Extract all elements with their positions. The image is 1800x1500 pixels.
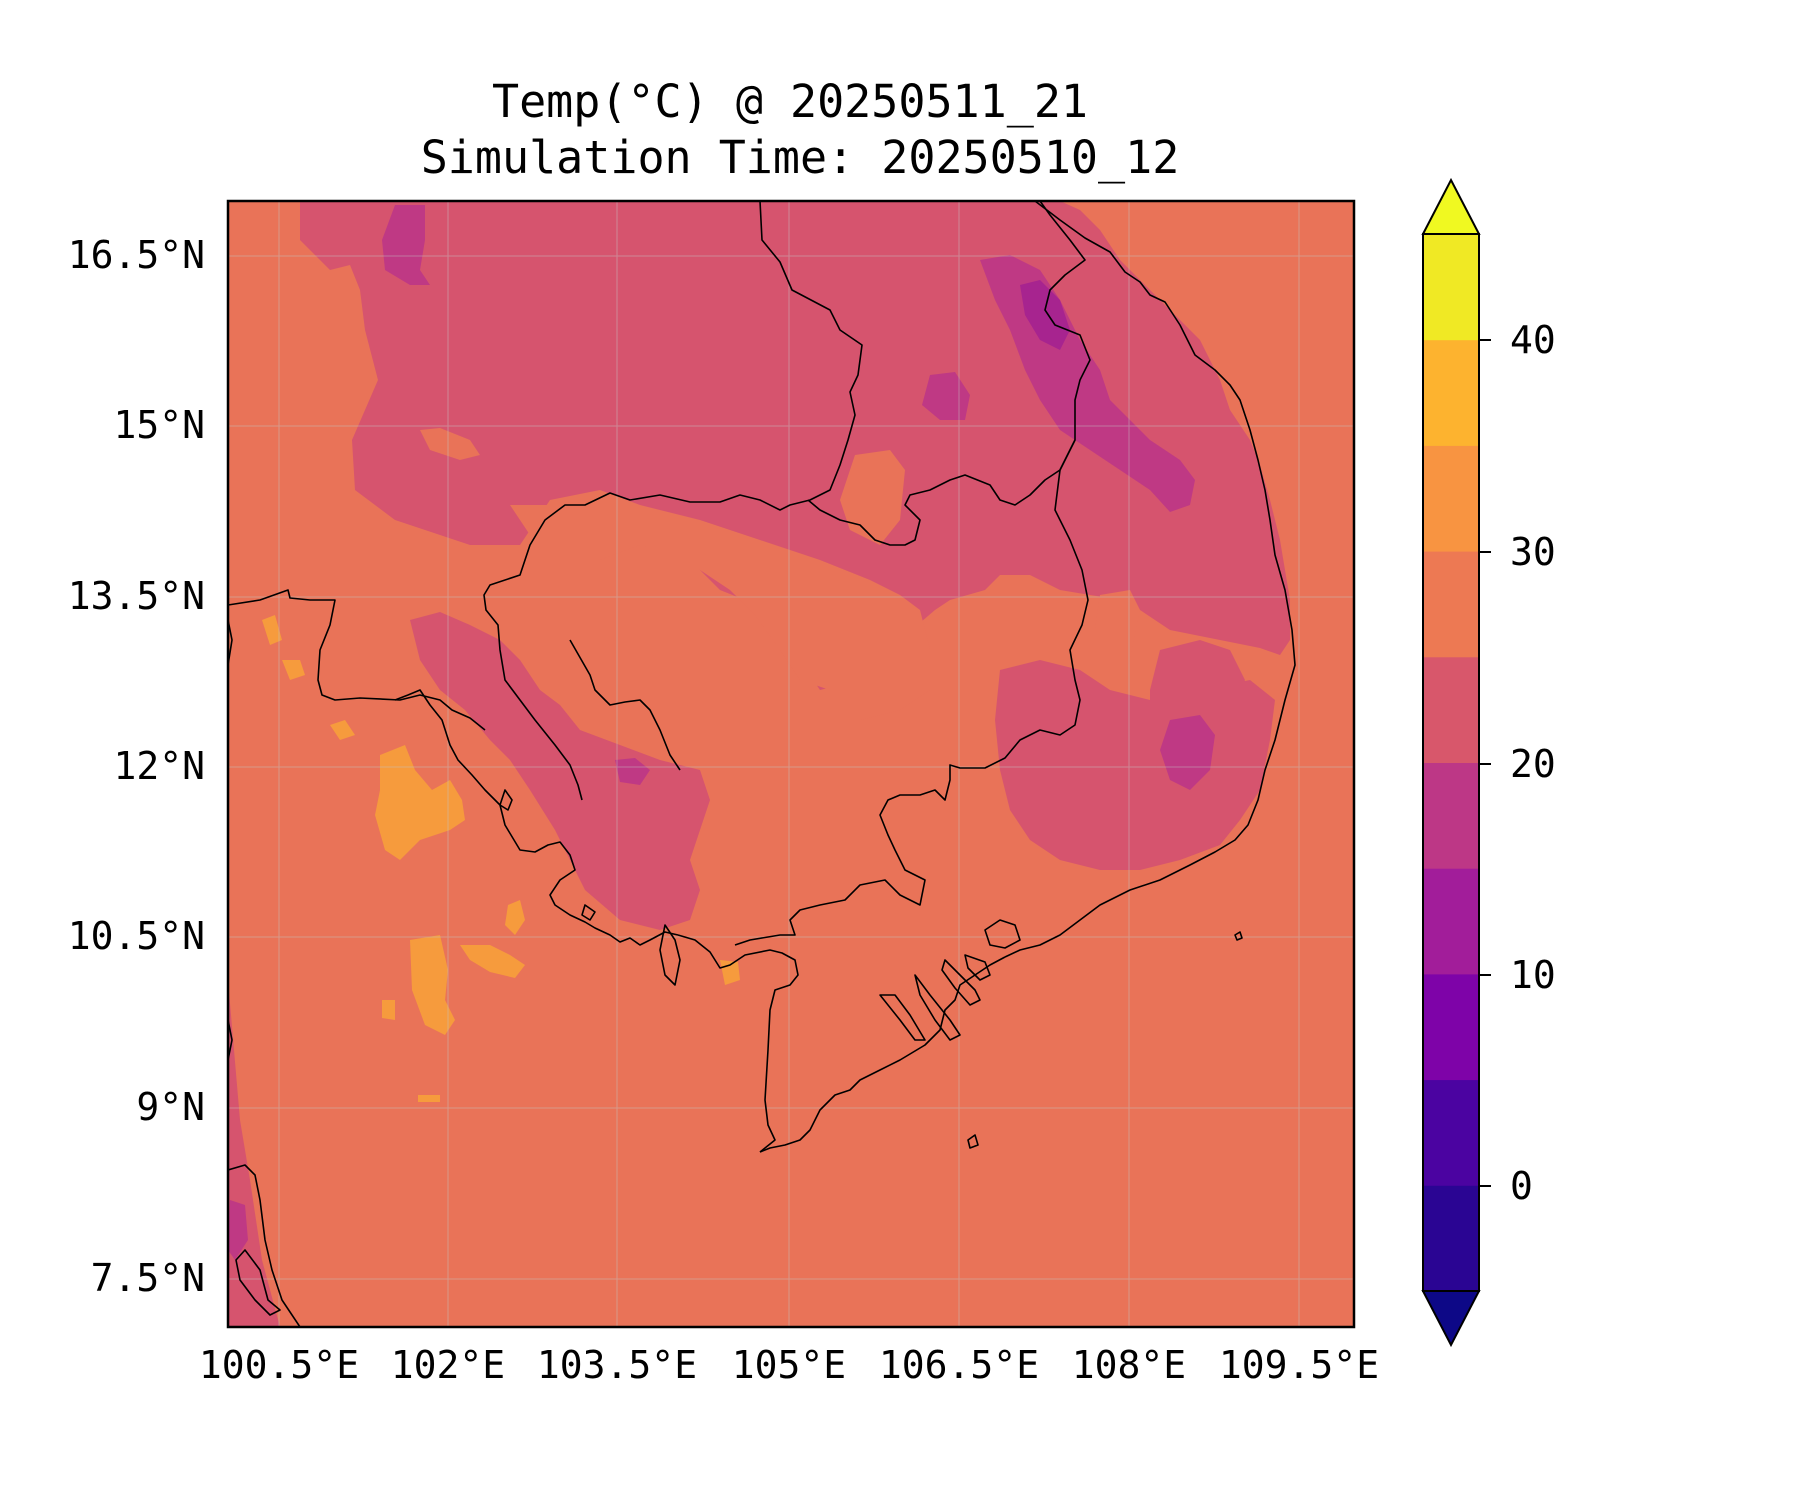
hot-temperature-regions xyxy=(262,615,740,1102)
lat-tick-label: 16.5°N xyxy=(68,233,205,277)
colorbar-frame xyxy=(1422,233,1480,1292)
colorbar-tick-label: 40 xyxy=(1510,318,1556,362)
colorbar: 40 30 20 10 0 xyxy=(1421,177,1556,1348)
colorbar-segment xyxy=(1423,973,1479,1081)
gridlines xyxy=(228,201,1354,1327)
lat-tick-label: 13.5°N xyxy=(68,574,205,618)
lon-tick-label: 105°E xyxy=(732,1343,846,1387)
lat-tick-label: 15°N xyxy=(113,403,205,447)
colorbar-segment xyxy=(1423,551,1479,658)
map-title: Temp(°C) @ 20250511_21 xyxy=(492,75,1088,128)
cold-temperature-regions xyxy=(1020,280,1070,350)
colorbar-segment xyxy=(1423,762,1479,869)
colorbar-segment xyxy=(1423,234,1479,341)
longitude-axis: 100.5°E 102°E 103.5°E 105°E 106.5°E 108°… xyxy=(199,1343,1379,1387)
colorbar-tick-label: 10 xyxy=(1510,953,1556,997)
lon-tick-label: 106.5°E xyxy=(879,1343,1039,1387)
map-subtitle: Simulation Time: 20250510_12 xyxy=(421,131,1180,184)
lon-tick-label: 102°E xyxy=(391,1343,505,1387)
country-borders xyxy=(228,201,1091,946)
coastlines xyxy=(228,201,1296,1327)
colorbar-tick-label: 20 xyxy=(1510,742,1556,786)
colorbar-segment xyxy=(1423,656,1479,763)
lon-tick-label: 108°E xyxy=(1072,1343,1186,1387)
colorbar-segment xyxy=(1423,445,1479,552)
colorbar-segment xyxy=(1423,1185,1479,1292)
colorbar-max-extension xyxy=(1421,177,1481,235)
lon-tick-label: 103.5°E xyxy=(537,1343,697,1387)
colorbar-ticks xyxy=(1479,339,1491,1187)
lat-tick-label: 12°N xyxy=(113,744,205,788)
colorbar-tick-label: 30 xyxy=(1510,530,1556,574)
colorbar-min-extension xyxy=(1421,1290,1481,1348)
lon-tick-label: 109.5°E xyxy=(1219,1343,1379,1387)
lon-tick-label: 100.5°E xyxy=(199,1343,359,1387)
warm-patches xyxy=(420,428,1140,720)
colorbar-segments xyxy=(1423,234,1479,1292)
colorbar-segment xyxy=(1423,868,1479,975)
colorbar-tick-label: 0 xyxy=(1510,1164,1533,1208)
lat-tick-label: 9°N xyxy=(136,1085,205,1129)
lat-tick-label: 10.5°N xyxy=(68,914,205,958)
colorbar-segment xyxy=(1423,339,1479,446)
lat-tick-label: 7.5°N xyxy=(91,1256,205,1300)
map-area xyxy=(228,201,1354,1327)
colorbar-segment xyxy=(1423,1079,1479,1186)
map-frame xyxy=(226,199,1356,1329)
latitude-axis: 16.5°N 15°N 13.5°N 12°N 10.5°N 9°N 7.5°N xyxy=(68,233,205,1300)
